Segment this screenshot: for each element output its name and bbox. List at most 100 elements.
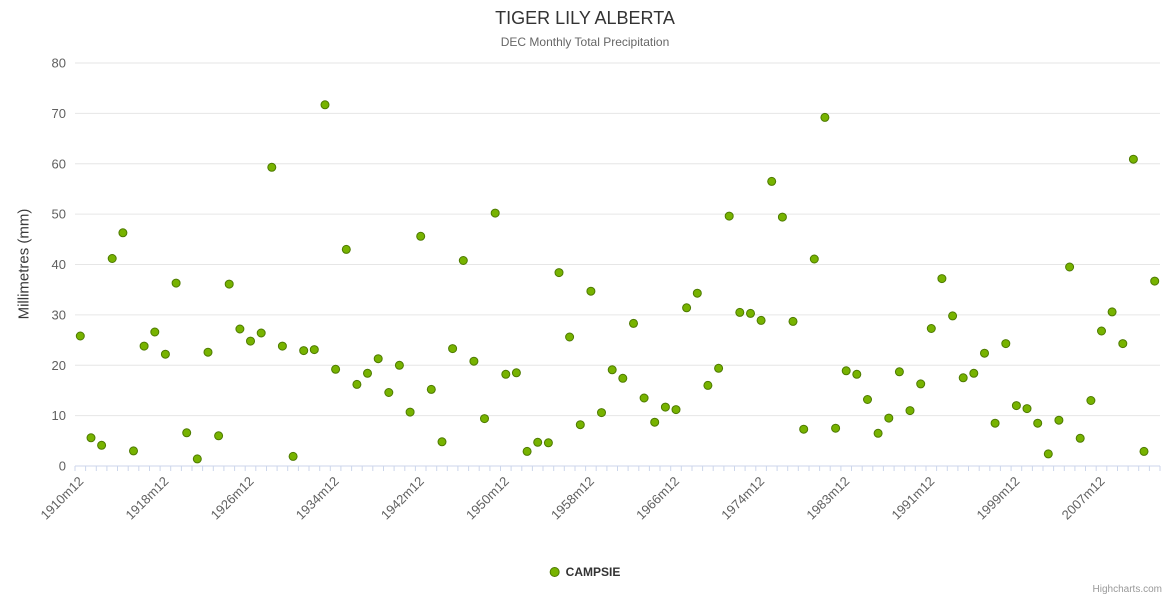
data-point[interactable]	[118, 228, 128, 238]
data-point[interactable]	[394, 360, 404, 370]
data-point[interactable]	[1075, 433, 1085, 443]
data-point[interactable]	[905, 406, 915, 416]
data-point[interactable]	[448, 344, 458, 354]
data-point[interactable]	[129, 446, 138, 456]
data-point[interactable]	[480, 414, 489, 424]
data-point[interactable]	[543, 438, 553, 448]
data-point[interactable]	[937, 274, 947, 284]
data-point[interactable]	[341, 244, 351, 254]
data-point[interactable]	[1011, 401, 1021, 411]
data-point[interactable]	[299, 346, 309, 356]
data-point[interactable]	[809, 254, 819, 264]
data-point[interactable]	[703, 380, 713, 390]
data-point[interactable]	[1128, 154, 1138, 164]
data-point[interactable]	[214, 431, 224, 441]
data-point[interactable]	[150, 327, 160, 337]
data-point[interactable]	[501, 369, 511, 379]
data-point[interactable]	[692, 288, 702, 298]
data-point[interactable]	[894, 367, 904, 377]
data-point[interactable]	[788, 316, 798, 326]
data-point[interactable]	[192, 454, 202, 464]
data-point[interactable]	[533, 437, 543, 447]
data-point[interactable]	[1001, 339, 1011, 349]
data-point[interactable]	[1065, 262, 1075, 272]
data-point[interactable]	[86, 433, 96, 443]
data-point[interactable]	[565, 332, 575, 342]
data-point[interactable]	[746, 308, 755, 318]
data-point[interactable]	[884, 413, 894, 423]
data-point[interactable]	[224, 279, 234, 289]
data-point[interactable]	[575, 420, 585, 430]
data-point[interactable]	[639, 393, 649, 403]
data-point[interactable]	[97, 440, 107, 450]
data-point[interactable]	[256, 328, 266, 338]
data-point[interactable]	[1054, 415, 1064, 425]
data-point[interactable]	[980, 348, 989, 358]
data-point[interactable]	[246, 336, 255, 346]
data-point[interactable]	[554, 268, 564, 278]
data-point[interactable]	[1086, 396, 1096, 405]
data-point[interactable]	[458, 256, 468, 265]
data-point[interactable]	[1022, 404, 1032, 414]
data-point[interactable]	[75, 331, 85, 341]
data-point[interactable]	[958, 373, 968, 383]
data-point[interactable]	[288, 451, 298, 461]
data-point[interactable]	[735, 307, 745, 317]
data-point[interactable]	[160, 349, 170, 359]
data-point[interactable]	[1107, 307, 1117, 317]
data-point[interactable]	[831, 423, 841, 433]
data-point[interactable]	[171, 278, 181, 288]
data-point[interactable]	[1033, 418, 1043, 428]
data-point[interactable]	[756, 315, 766, 325]
data-point[interactable]	[724, 211, 734, 221]
data-point[interactable]	[320, 100, 330, 110]
data-point[interactable]	[969, 368, 979, 378]
data-point[interactable]	[820, 112, 830, 122]
data-point[interactable]	[107, 254, 117, 263]
data-point[interactable]	[1097, 326, 1106, 336]
data-point[interactable]	[714, 363, 724, 373]
data-point[interactable]	[852, 369, 862, 379]
data-point[interactable]	[384, 388, 394, 397]
data-point[interactable]	[426, 384, 436, 394]
data-point[interactable]	[607, 365, 617, 375]
data-point[interactable]	[1118, 339, 1128, 349]
data-point[interactable]	[618, 373, 628, 383]
data-point[interactable]	[277, 341, 287, 351]
data-point[interactable]	[767, 176, 777, 186]
data-point[interactable]	[182, 428, 192, 438]
data-point[interactable]	[629, 318, 638, 328]
data-point[interactable]	[363, 368, 372, 378]
legend-item-campsie[interactable]: CAMPSIE	[549, 564, 620, 580]
data-point[interactable]	[948, 311, 958, 321]
data-point[interactable]	[511, 368, 521, 378]
data-point[interactable]	[1150, 276, 1160, 286]
data-point[interactable]	[650, 417, 660, 427]
data-point[interactable]	[671, 405, 681, 415]
data-point[interactable]	[331, 364, 341, 374]
data-point[interactable]	[863, 395, 872, 404]
data-point[interactable]	[873, 428, 883, 438]
data-point[interactable]	[139, 341, 149, 351]
data-point[interactable]	[203, 347, 213, 357]
data-point[interactable]	[235, 324, 245, 334]
data-point[interactable]	[586, 286, 596, 296]
data-point[interactable]	[267, 162, 277, 172]
data-point[interactable]	[309, 345, 319, 355]
data-point[interactable]	[597, 408, 606, 418]
data-point[interactable]	[469, 356, 479, 366]
data-point[interactable]	[916, 379, 926, 389]
data-point[interactable]	[1139, 446, 1149, 456]
data-point[interactable]	[490, 208, 500, 218]
data-point[interactable]	[373, 354, 383, 364]
data-point[interactable]	[926, 324, 936, 333]
data-point[interactable]	[416, 231, 426, 241]
data-point[interactable]	[660, 402, 670, 412]
data-point[interactable]	[437, 437, 447, 447]
data-point[interactable]	[1043, 449, 1053, 459]
data-point[interactable]	[990, 418, 1000, 428]
data-point[interactable]	[799, 424, 809, 434]
data-point[interactable]	[777, 212, 787, 222]
data-point[interactable]	[405, 407, 415, 417]
highcharts-credit[interactable]: Highcharts.com	[1092, 584, 1162, 595]
